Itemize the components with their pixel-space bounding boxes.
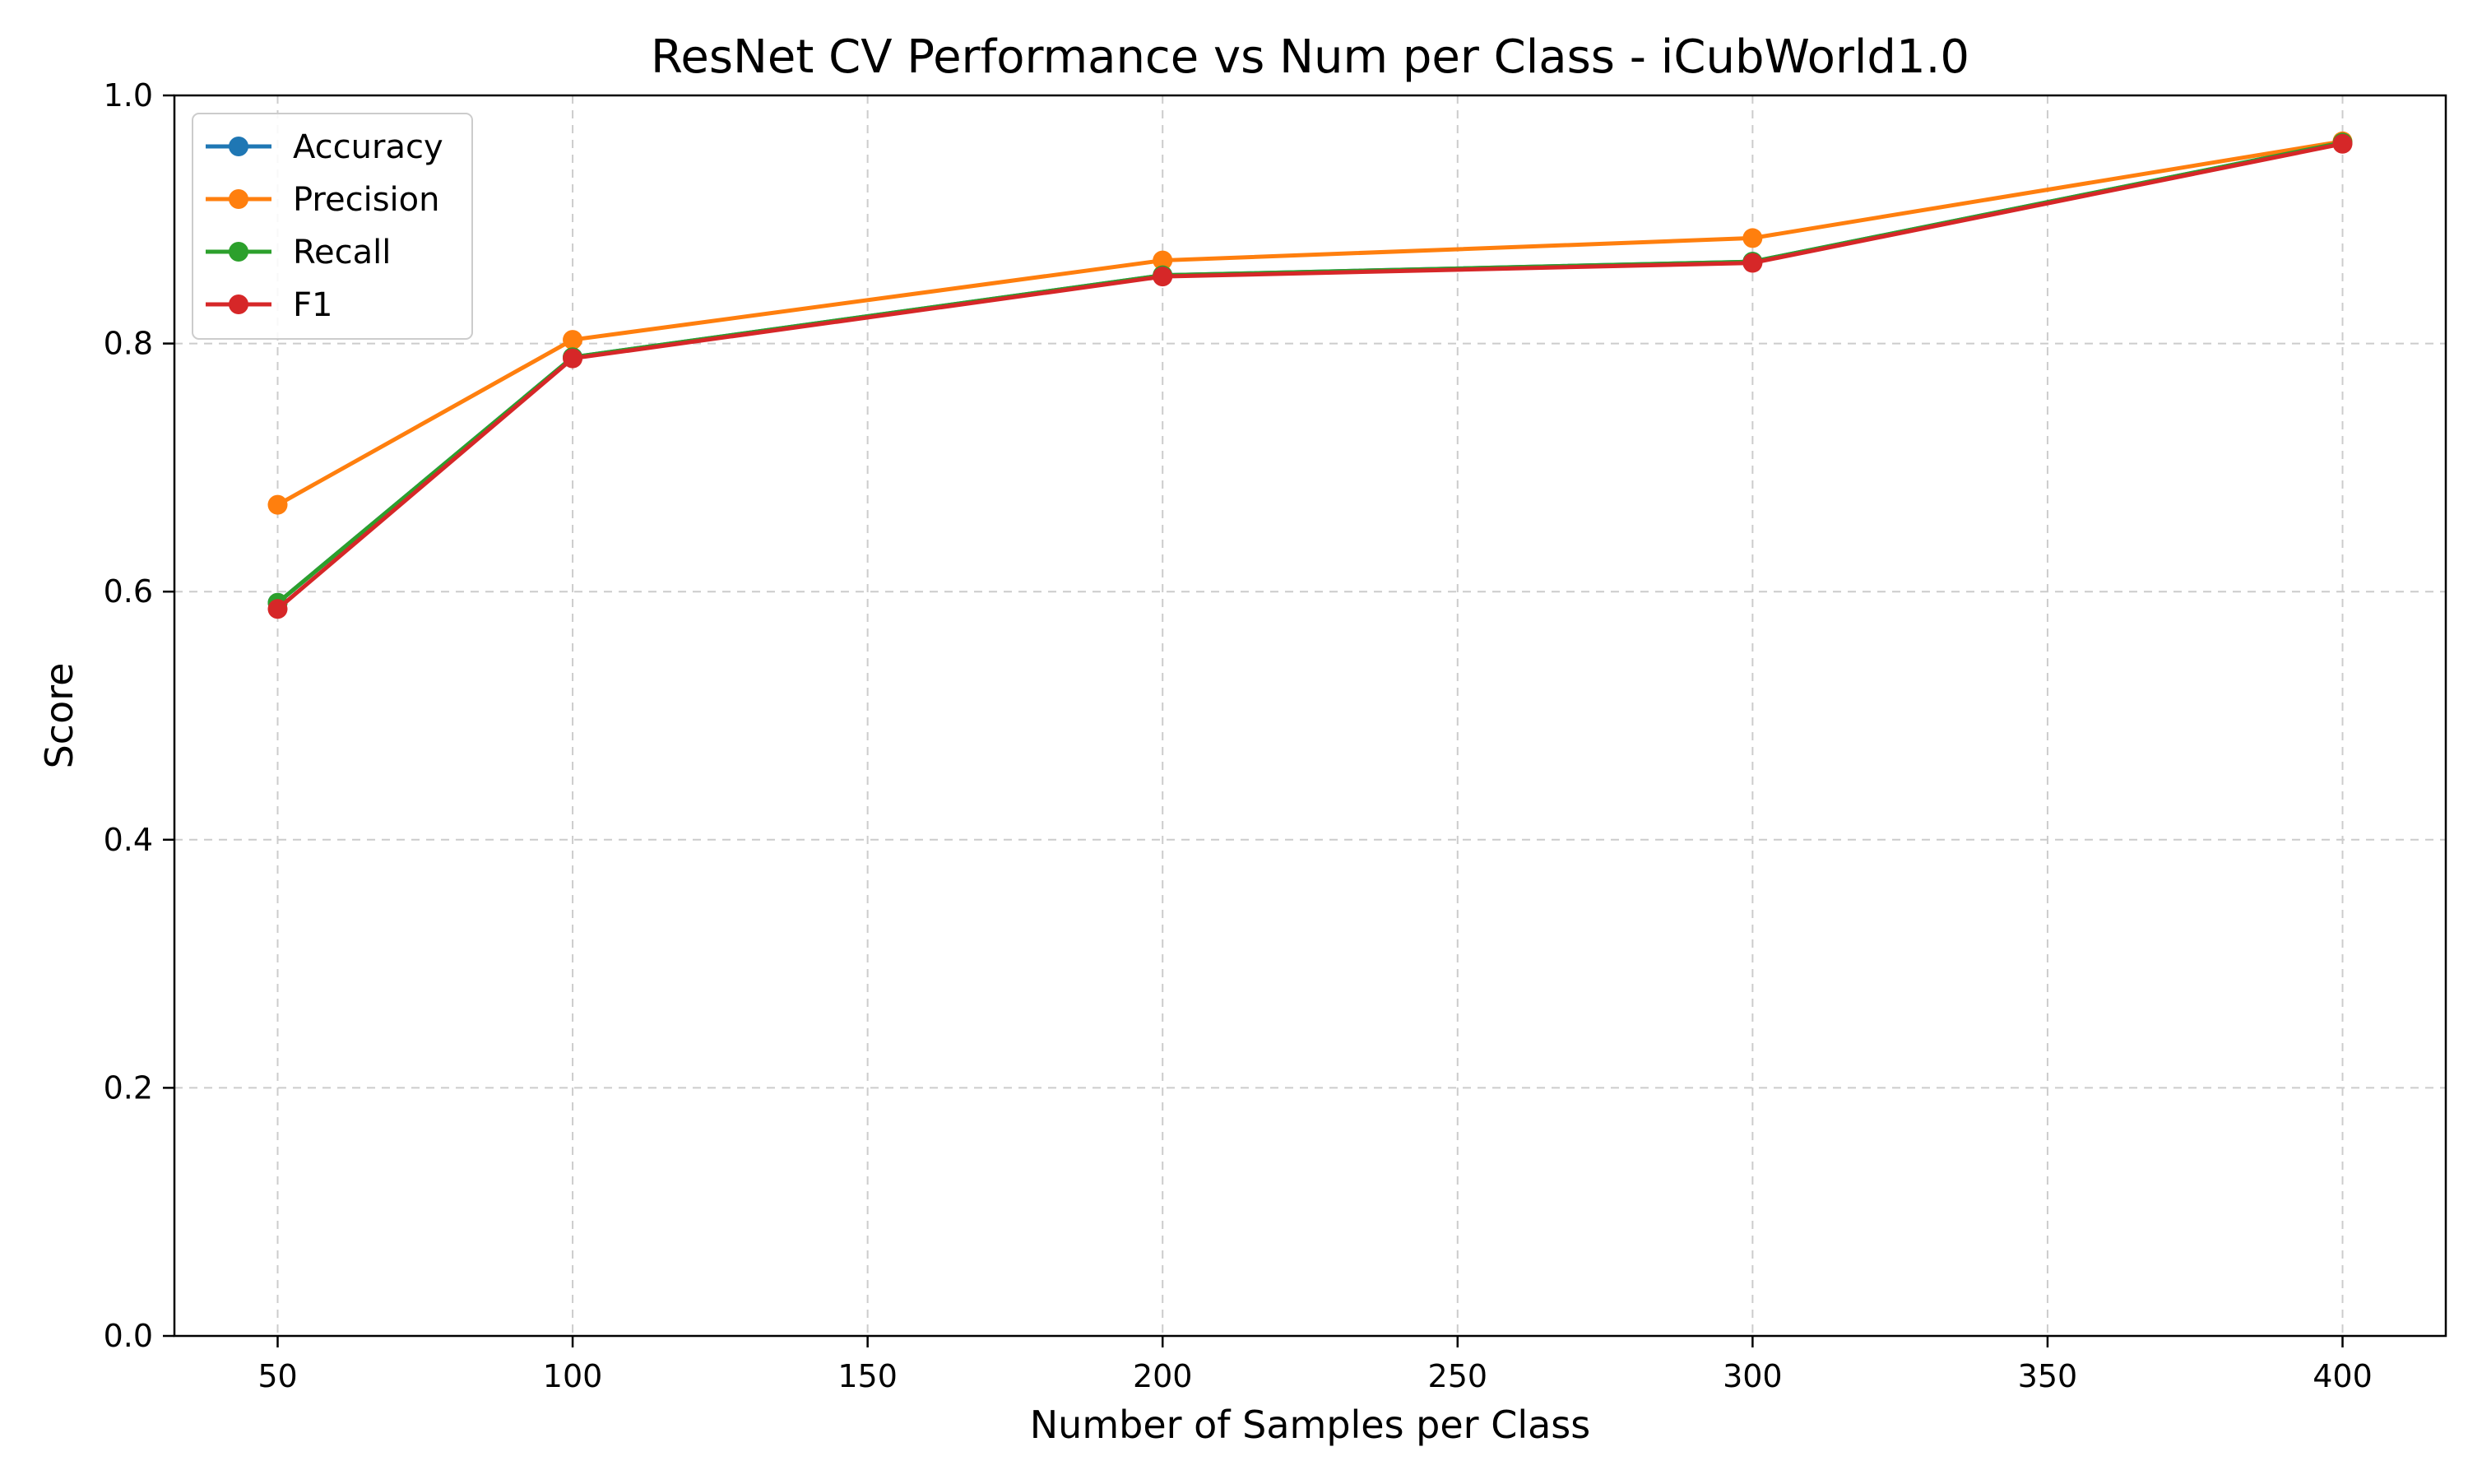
data-point: [1742, 228, 1763, 248]
legend-item-f1: F1: [206, 286, 332, 324]
x-axis-label: Number of Samples per Class: [1030, 1403, 1591, 1447]
series-line: [276, 141, 2343, 611]
y-tick-label: 0.8: [104, 326, 153, 362]
grid: [174, 95, 2446, 1336]
data-point: [1742, 253, 1763, 273]
data-point: [563, 348, 583, 369]
legend-label: Accuracy: [293, 128, 443, 166]
y-tick-label: 0.2: [104, 1069, 153, 1106]
series-line: [276, 140, 2343, 605]
x-tick-label: 250: [1428, 1358, 1488, 1394]
data-point: [2332, 133, 2353, 154]
series-layer: [267, 131, 2353, 619]
legend: Accuracy Precision Recall F1: [192, 113, 473, 340]
legend-box: [192, 113, 473, 340]
y-tick-label: 0.4: [104, 822, 153, 858]
x-tick-label: 150: [837, 1358, 898, 1394]
x-tick-label: 100: [543, 1358, 603, 1394]
axis-ticks: 50 100 150 200 250 300 350 400 0.0 0.2 0.4 0.6 0.8 1.…: [104, 77, 2373, 1394]
legend-marker: [229, 189, 248, 209]
y-tick-label: 0.6: [104, 573, 153, 610]
legend-marker: [229, 294, 248, 314]
data-point: [267, 494, 288, 515]
legend-marker: [229, 242, 248, 262]
legend-item-recall: Recall: [206, 234, 391, 271]
x-tick-label: 50: [257, 1358, 297, 1394]
x-tick-label: 300: [1723, 1358, 1783, 1394]
chart-title: ResNet CV Performance vs Num per Class -…: [651, 30, 1969, 84]
data-point: [267, 599, 288, 619]
series-line: [276, 140, 2343, 605]
y-axis-label: Score: [37, 663, 81, 769]
data-point: [1153, 267, 1173, 287]
x-tick-label: 350: [2018, 1358, 2078, 1394]
legend-item-precision: Precision: [206, 181, 439, 219]
x-tick-label: 200: [1133, 1358, 1193, 1394]
legend-label: F1: [293, 286, 332, 324]
legend-label: Precision: [293, 181, 439, 219]
y-tick-label: 0.0: [104, 1318, 153, 1354]
series-f1: [267, 133, 2353, 619]
data-point: [1153, 250, 1173, 271]
legend-label: Recall: [293, 234, 391, 271]
series-precision: [267, 131, 2353, 515]
data-point: [563, 330, 583, 350]
y-tick-label: 1.0: [104, 77, 153, 114]
legend-item-accuracy: Accuracy: [206, 128, 443, 166]
legend-marker: [229, 137, 248, 156]
axes-frame: [173, 94, 2447, 1338]
series-line: [276, 139, 2343, 507]
x-tick-label: 400: [2313, 1358, 2373, 1394]
